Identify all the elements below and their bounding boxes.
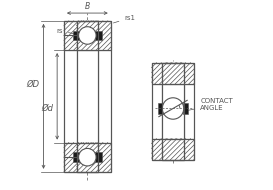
Bar — [184, 84, 194, 139]
Bar — [152, 63, 194, 84]
Bar — [162, 63, 184, 84]
Bar — [77, 142, 98, 172]
Bar — [152, 84, 162, 139]
Text: rs: rs — [57, 28, 78, 36]
Circle shape — [162, 98, 184, 119]
Bar — [162, 139, 184, 160]
Circle shape — [79, 27, 96, 44]
Bar — [152, 63, 194, 84]
Bar — [77, 21, 98, 50]
Text: CONTACT
ANGLE: CONTACT ANGLE — [181, 98, 233, 112]
Bar — [64, 142, 111, 172]
Text: ØD: ØD — [26, 80, 40, 89]
Bar — [73, 31, 79, 40]
Bar — [64, 50, 77, 142]
Bar — [152, 139, 194, 160]
Bar — [162, 84, 184, 139]
Bar — [64, 21, 111, 50]
Circle shape — [79, 148, 96, 166]
Bar — [162, 139, 184, 160]
Bar — [77, 21, 98, 172]
Bar — [95, 31, 102, 40]
Bar — [98, 50, 111, 142]
Text: rs1: rs1 — [113, 15, 135, 23]
Bar — [73, 152, 79, 162]
Bar — [77, 21, 98, 50]
Bar — [77, 142, 98, 172]
Bar — [64, 21, 111, 50]
Text: B: B — [85, 2, 90, 11]
Bar — [77, 50, 98, 142]
Bar — [183, 103, 188, 114]
Bar — [162, 63, 184, 84]
Bar — [64, 21, 111, 172]
Bar — [158, 103, 163, 114]
Bar — [64, 142, 111, 172]
Bar — [152, 63, 194, 160]
Text: Ød: Ød — [41, 104, 53, 112]
Bar — [95, 152, 102, 162]
Bar — [162, 63, 184, 160]
Bar — [152, 139, 194, 160]
